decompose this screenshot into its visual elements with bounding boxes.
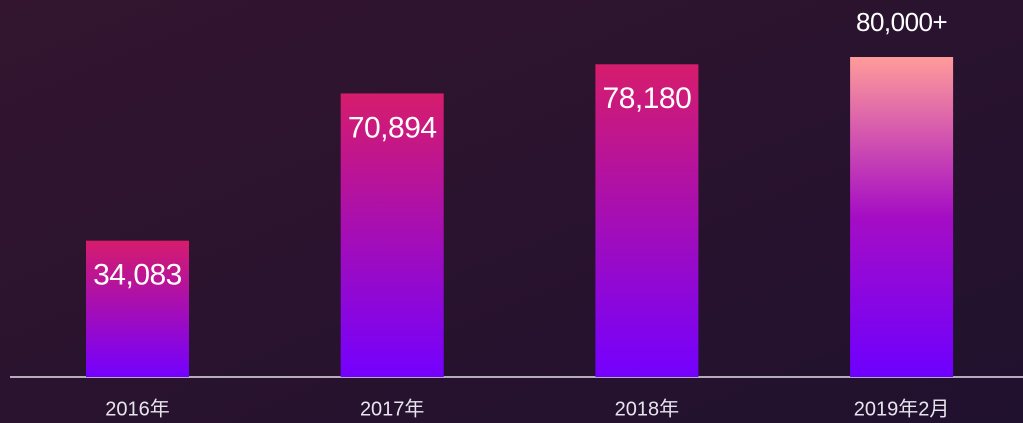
value-label: 78,180 xyxy=(603,82,692,115)
bar xyxy=(86,240,189,377)
x-tick-label: 2019年2月 xyxy=(854,397,950,420)
value-label: 34,083 xyxy=(93,259,182,292)
x-tick-label: 2016年 xyxy=(105,397,170,420)
value-label: 80,000+ xyxy=(856,7,947,37)
bar xyxy=(850,57,954,377)
x-tick-label: 2017年 xyxy=(360,397,425,420)
bar xyxy=(595,64,699,377)
bar xyxy=(340,93,444,377)
value-label: 70,894 xyxy=(348,111,437,144)
x-tick-label: 2018年 xyxy=(615,397,680,420)
